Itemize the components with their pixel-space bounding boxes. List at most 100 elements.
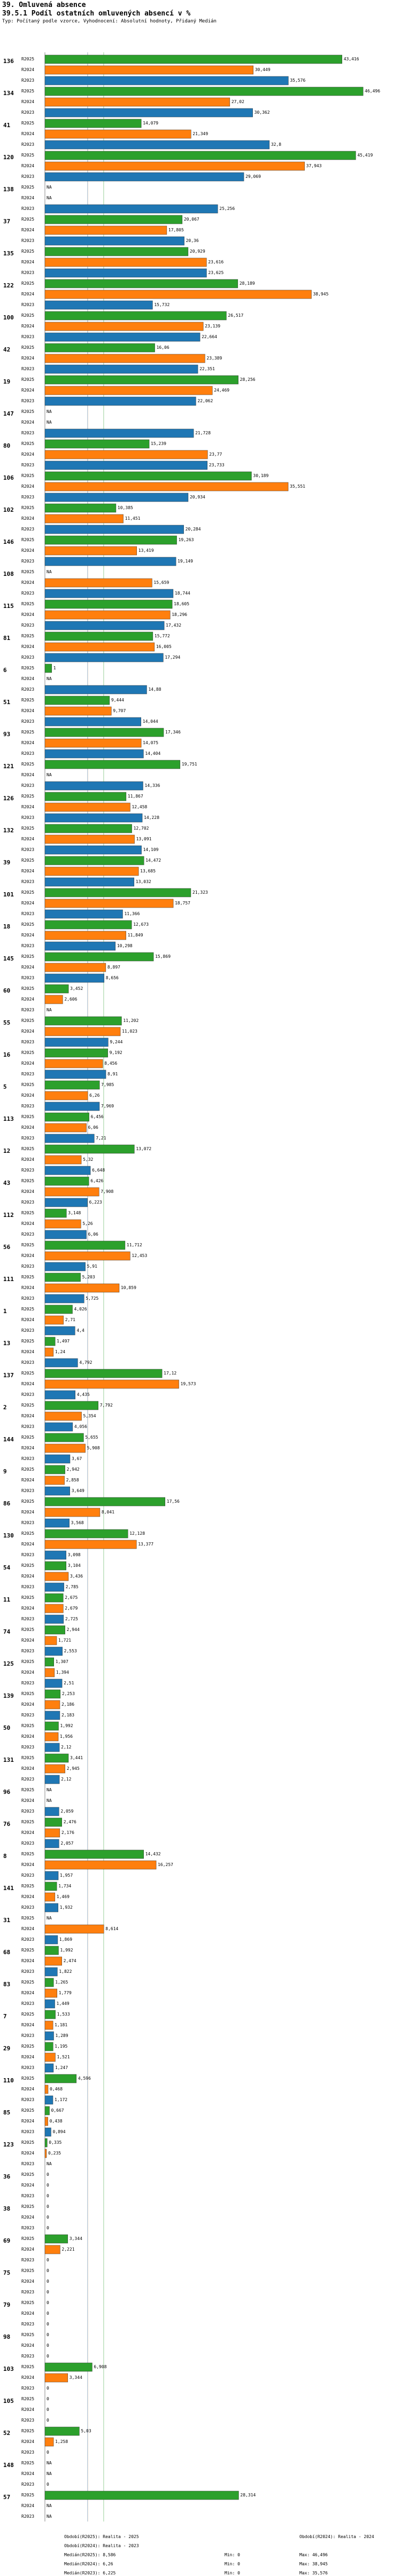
- series-label: R2025: [21, 1339, 34, 1344]
- series-label: R2023: [21, 1200, 34, 1205]
- group-label: 54: [3, 1564, 11, 1571]
- series-label: R2024: [21, 1349, 34, 1354]
- group-label: 135: [3, 250, 14, 257]
- bar-r2023: [44, 781, 143, 791]
- group-label: 57: [3, 2494, 10, 2501]
- series-label: R2025: [21, 762, 34, 767]
- series-label: R2024: [21, 997, 34, 1002]
- series-label: R2024: [21, 388, 34, 393]
- series-label: R2025: [21, 1723, 34, 1728]
- series-label: R2023: [21, 495, 34, 499]
- bar-r2023: [44, 1711, 60, 1720]
- series-label: R2024: [21, 676, 34, 681]
- bar-r2024: [44, 706, 112, 716]
- series-label: R2024: [21, 2087, 34, 2091]
- value-label: 20,36: [186, 238, 199, 243]
- value-label: 5,725: [86, 1296, 98, 1301]
- bar-r2024: [44, 1764, 65, 1774]
- bar-r2024: [44, 1283, 120, 1293]
- value-label: 30,189: [253, 473, 268, 478]
- value-label: 2,476: [64, 1820, 76, 1824]
- series-label: R2025: [21, 634, 34, 638]
- bar-r2024: [44, 995, 63, 1004]
- value-label: 0: [47, 2268, 49, 2273]
- group-label: 141: [3, 1885, 14, 1892]
- value-label: 0: [47, 2226, 49, 2230]
- bar-r2024: [44, 97, 230, 107]
- bar-r2025: [44, 824, 132, 833]
- series-label: R2025: [21, 2268, 34, 2273]
- bar-r2025: [44, 1593, 64, 1603]
- bar-r2023: [44, 1550, 66, 1560]
- legend-mid-item: Min: 0: [225, 2552, 240, 2557]
- series-label: R2025: [21, 505, 34, 510]
- value-label: 0: [47, 2204, 49, 2209]
- bar-r2023: [44, 749, 144, 759]
- series-label: R2023: [21, 1809, 34, 1814]
- value-label: 0: [47, 2482, 49, 2487]
- value-label: 0: [47, 2397, 49, 2401]
- series-label: R2024: [21, 1926, 34, 1931]
- bar-r2025: [44, 2042, 53, 2051]
- series-label: R2025: [21, 954, 34, 959]
- group-label: 9: [3, 1468, 7, 1475]
- bar-r2025: [44, 1882, 57, 1891]
- series-label: R2024: [21, 1061, 34, 1066]
- group-label: 108: [3, 571, 14, 577]
- value-label: NA: [47, 1916, 52, 1921]
- series-label: R2023: [21, 879, 34, 884]
- series-label: R2023: [21, 2514, 34, 2519]
- value-label: 1,265: [55, 1980, 68, 1985]
- series-label: R2023: [21, 1328, 34, 1333]
- value-label: 0: [47, 2193, 49, 2198]
- bar-r2025: [44, 1529, 128, 1539]
- series-label: R2024: [21, 2503, 34, 2508]
- value-label: 12,702: [134, 826, 149, 831]
- bar-r2024: [44, 578, 152, 588]
- value-label: 14,075: [143, 740, 158, 745]
- value-label: 20,934: [190, 495, 205, 499]
- value-label: 6,908: [94, 2364, 106, 2369]
- bar-r2023: [44, 236, 184, 246]
- bar-r2024: [44, 1988, 58, 1998]
- series-label: R2024: [21, 965, 34, 970]
- group-label: 19: [3, 378, 10, 385]
- group-label: 43: [3, 1180, 10, 1186]
- series-label: R2023: [21, 975, 34, 980]
- series-label: R2025: [21, 1114, 34, 1119]
- series-label: R2023: [21, 1681, 34, 1685]
- bar-r2023: [44, 1807, 59, 1816]
- series-label: R2025: [21, 2108, 34, 2113]
- group-label: 38: [3, 2205, 10, 2212]
- bar-r2025: [44, 599, 173, 609]
- bar-r2025: [44, 2362, 92, 2372]
- value-label: 15,772: [155, 634, 170, 638]
- group-label: 86: [3, 1500, 11, 1507]
- bar-r2025: [44, 1305, 73, 1314]
- value-label: 13,685: [140, 869, 156, 873]
- legend-left-item: Medián(R2024): 6,26: [64, 2562, 113, 2566]
- group-label: 29: [3, 2045, 10, 2052]
- series-label: R2024: [21, 1670, 34, 1675]
- series-label: R2023: [21, 2290, 34, 2294]
- bar-r2023: [44, 493, 189, 502]
- bar-r2024: [44, 1443, 86, 1453]
- value-label: 0: [47, 2279, 49, 2284]
- bar-r2023: [44, 460, 208, 470]
- bar-r2023: [44, 364, 198, 374]
- series-label: R2023: [21, 1969, 34, 1974]
- group-label: 1: [3, 1308, 7, 1315]
- value-label: 1,172: [55, 2097, 67, 2102]
- value-label: 0: [47, 2172, 49, 2177]
- value-label: 17,346: [165, 730, 181, 735]
- group-label: 139: [3, 1692, 14, 1699]
- value-label: 16,257: [158, 1862, 173, 1867]
- value-label: 7,985: [101, 1082, 114, 1087]
- series-label: R2023: [21, 238, 34, 243]
- group-label: 100: [3, 314, 14, 321]
- value-label: 9,444: [111, 698, 124, 702]
- bar-r2023: [44, 2063, 54, 2073]
- group-label: 137: [3, 1372, 14, 1379]
- value-label: 1,497: [57, 1339, 70, 1344]
- value-label: 3,098: [68, 1552, 81, 1557]
